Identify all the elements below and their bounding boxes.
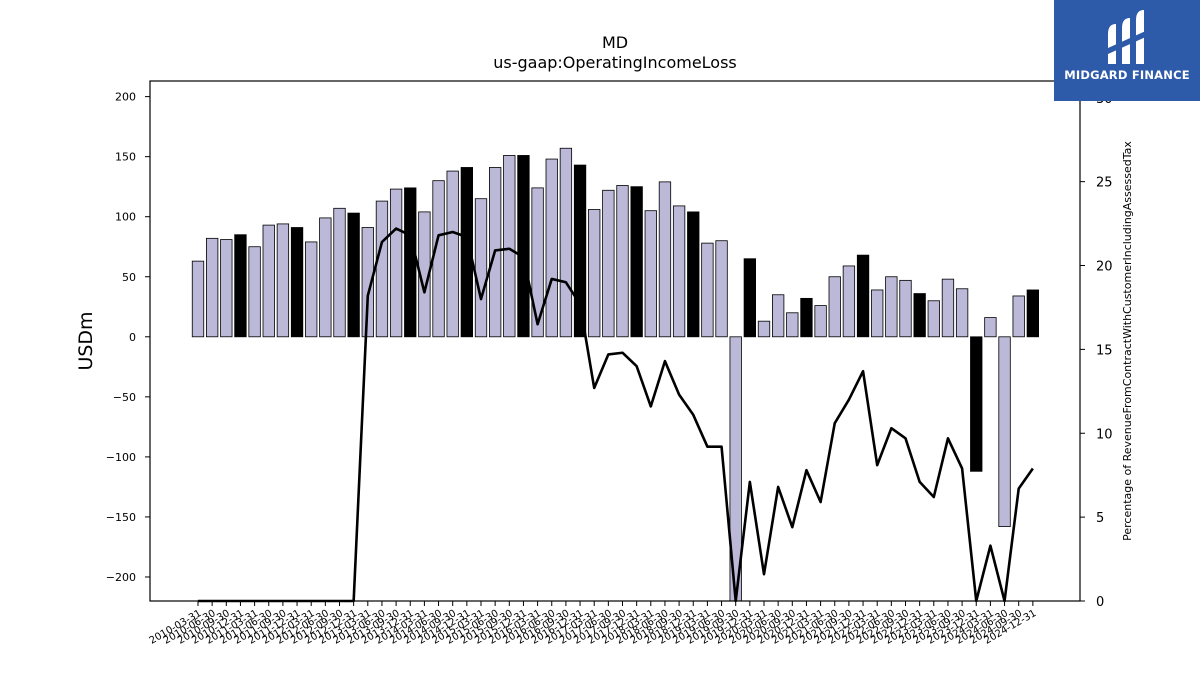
bar-annual [856,254,870,338]
bar-annual [517,155,530,338]
bar-quarterly [814,305,827,338]
y-tick-label: 100 [115,211,136,224]
y2-tick-label: 10 [1096,427,1113,442]
bar-quarterly [191,260,205,338]
bar-quarterly [588,209,601,338]
bar-quarterly [503,155,516,338]
bar-annual [460,167,474,338]
logo-mark-icon [1108,10,1148,64]
bar-quarterly [786,312,799,338]
y-tick-label: 150 [115,151,136,164]
bar-quarterly [899,279,912,338]
bar-annual [404,187,417,338]
bar-quarterly [446,170,459,338]
bar-quarterly [672,205,686,338]
bar-quarterly [474,198,488,338]
y-axis-right: 051015202530 [1080,92,1113,610]
bar-quarterly [559,147,573,338]
chart-title: MD [602,33,628,52]
bar-quarterly [772,294,785,338]
y2-tick-label: 15 [1096,343,1113,358]
bar-annual [913,293,926,338]
chart-subtitle: us-gaap:OperatingIncomeLoss [493,53,737,72]
y-axis-label: USDm [75,311,97,370]
y2-tick-label: 20 [1096,260,1113,275]
brand-logo: MIDGARD FINANCE [1054,0,1200,101]
y-tick-label: 50 [122,271,136,284]
bar-quarterly [885,276,898,338]
y-tick-label: 200 [115,91,136,104]
y2-axis-label: Percentage of RevenueFromContractWithCus… [1121,141,1134,541]
bar-quarterly [531,187,544,338]
bar-quarterly [955,288,969,338]
bar-quarterly [220,239,233,338]
bar-annual [290,227,304,338]
bar-quarterly [205,237,219,338]
brand-name: MIDGARD FINANCE [1064,68,1190,82]
bar-quarterly [658,181,672,338]
bar-quarterly [432,180,445,338]
bar-quarterly [248,246,261,338]
bar-quarterly [842,265,856,338]
bar-quarterly [375,200,389,338]
bar-annual [1026,289,1039,338]
bar-quarterly [1012,295,1025,338]
bar-annual [234,234,247,338]
bar-quarterly [927,300,940,338]
y-tick-label: −150 [106,511,136,524]
bar-quarterly [941,278,955,338]
bar-annual [743,258,756,338]
bar-annual [800,297,813,338]
bar-quarterly [333,207,346,338]
bar-quarterly [276,223,290,338]
y-tick-label: −200 [106,571,136,584]
y-tick-label: −50 [113,391,136,404]
bar-annual [970,336,983,472]
bar-quarterly [644,210,657,338]
y2-tick-label: 25 [1096,176,1113,191]
bar-quarterly [701,242,714,338]
bars-layer [191,147,1039,602]
bar-quarterly [305,241,318,338]
y-tick-label: 0 [129,331,136,344]
y-tick-label: −100 [106,451,136,464]
y-axis-left: −200 −150 −100 −50 0 50 100 150 200 [106,91,150,584]
plot-frame [149,80,1081,602]
bar-annual [347,212,360,338]
bar-quarterly [361,227,374,338]
bar-quarterly [262,224,275,338]
bar-quarterly [757,320,771,338]
bar-quarterly [319,217,332,338]
bar-quarterly [871,289,884,338]
bar-annual [630,186,643,338]
bar-quarterly [984,317,997,338]
bar-quarterly [715,240,728,338]
bar-quarterly [389,188,403,338]
bar-quarterly [998,336,1011,527]
y2-tick-label: 0 [1096,595,1104,610]
x-axis: 2010-03-312010-06-302010-09-302010-12-31… [148,601,1038,647]
bar-quarterly [828,276,841,338]
bar-quarterly [545,158,558,338]
bar-quarterly [616,185,629,338]
bar-quarterly [602,189,615,338]
y2-tick-label: 5 [1096,511,1104,526]
bar-annual [573,164,587,338]
bar-annual [687,211,700,338]
